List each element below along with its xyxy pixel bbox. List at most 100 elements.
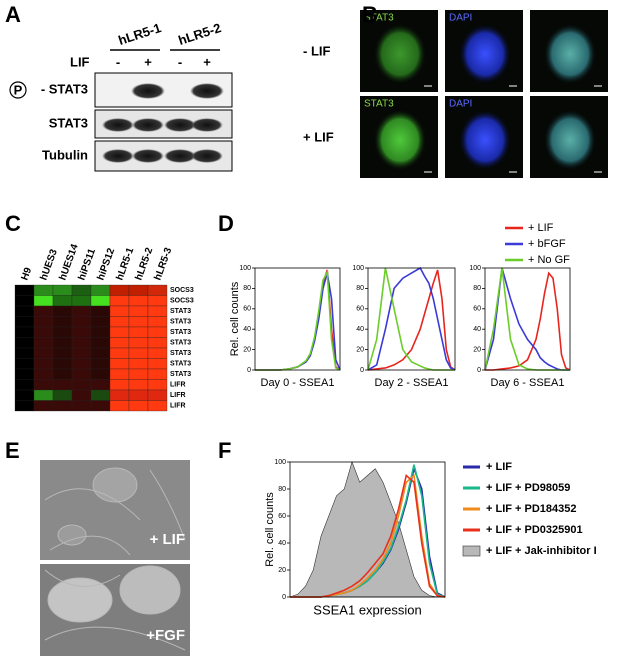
legend-label: + LIF + PD98059 xyxy=(486,482,570,494)
heatmap-cell xyxy=(109,368,130,380)
blot-band xyxy=(164,149,196,163)
heatmap-cell xyxy=(71,368,92,380)
line xyxy=(485,271,571,371)
y-tick-label: 0 xyxy=(477,367,481,374)
blot-band xyxy=(191,118,223,132)
heatmap-cell xyxy=(52,389,73,401)
line xyxy=(484,267,570,371)
heatmap-cell xyxy=(128,295,149,307)
y-tick-label: 60 xyxy=(356,306,364,313)
heatmap-cell xyxy=(147,368,168,380)
area xyxy=(289,461,445,598)
y-tick-label: 60 xyxy=(243,306,251,313)
heatmap-cell xyxy=(33,358,54,370)
heatmap-cell xyxy=(33,368,54,380)
heatmap-cell xyxy=(52,379,73,391)
blot-row-label: Tubulin xyxy=(42,147,88,162)
y-axis-label: Rel. cell counts xyxy=(229,281,241,356)
colony xyxy=(544,24,596,84)
lane-label: - xyxy=(116,54,120,69)
heatmap-cell xyxy=(109,305,130,317)
heatmap-cell xyxy=(147,347,168,359)
heatmap-cell xyxy=(14,284,35,296)
lane-label: + xyxy=(203,54,211,69)
heatmap-cell xyxy=(52,305,73,317)
y-tick-label: 20 xyxy=(278,567,286,574)
x-axis-label: Day 0 - SSEA1 xyxy=(261,377,335,389)
line xyxy=(367,267,455,371)
heatmap-cell xyxy=(33,305,54,317)
phase-texture xyxy=(44,467,186,651)
heatmap-row-label: STAT3 xyxy=(170,319,191,326)
heatmap-cell xyxy=(14,400,35,412)
heatmap-cell xyxy=(52,284,73,296)
heatmap-cell xyxy=(90,316,111,328)
heatmap-cell xyxy=(52,326,73,338)
heatmap-cell xyxy=(147,305,168,317)
heatmap-cell xyxy=(90,326,111,338)
blot-band xyxy=(102,118,134,132)
line xyxy=(367,269,456,371)
heatmap-cell xyxy=(109,316,130,328)
heatmap-cell xyxy=(128,379,149,391)
heatmap-cell xyxy=(33,389,54,401)
blot-band xyxy=(102,149,134,163)
panel-label: A xyxy=(5,2,21,27)
plot-frame xyxy=(254,267,341,371)
heatmap-cell xyxy=(109,347,130,359)
y-tick-label: 0 xyxy=(360,367,364,374)
heatmap-cell xyxy=(147,284,168,296)
heatmap-cell xyxy=(128,337,149,349)
panel-label: B xyxy=(362,2,378,27)
panel-label: E xyxy=(5,438,20,463)
heatmap-cell xyxy=(71,379,92,391)
y-tick-label: 100 xyxy=(469,265,481,272)
heatmap-cell xyxy=(71,316,92,328)
heatmap-cell xyxy=(52,368,73,380)
heatmap-cell xyxy=(14,358,35,370)
heatmap-cell xyxy=(14,389,35,401)
heatmap-cell xyxy=(71,284,92,296)
y-tick-label: 40 xyxy=(278,540,286,547)
blot-band xyxy=(132,149,164,163)
heatmap-cell xyxy=(128,305,149,317)
y-tick-label: 40 xyxy=(243,326,251,333)
heatmap-cell xyxy=(147,389,168,401)
legend-label: + No GF xyxy=(528,254,570,266)
y-tick-label: 20 xyxy=(356,346,364,353)
heatmap-cell xyxy=(109,379,130,391)
colony xyxy=(374,110,426,170)
x-axis-label: Day 2 - SSEA1 xyxy=(375,377,449,389)
microscopy-grid: STAT3 DAPI STAT3 DAPI xyxy=(360,10,608,178)
y-axis-label: Rel. cell counts xyxy=(264,492,276,567)
heatmap-cell xyxy=(52,347,73,359)
heatmap-cell xyxy=(90,347,111,359)
heatmap-cell xyxy=(33,347,54,359)
heatmap-cell xyxy=(52,337,73,349)
heatmap-cell xyxy=(147,295,168,307)
heatmap-cell xyxy=(52,358,73,370)
colony xyxy=(544,110,596,170)
heatmap-cell xyxy=(90,389,111,401)
heatmap-cell xyxy=(33,316,54,328)
line xyxy=(367,266,456,371)
legend-label: + LIF + PD0325901 xyxy=(486,524,583,536)
plot-frame xyxy=(367,267,456,371)
heatmap-cell xyxy=(109,389,130,401)
line xyxy=(255,272,341,371)
channel-label: DAPI xyxy=(449,13,472,24)
heatmap-cell xyxy=(90,379,111,391)
heatmap-cell xyxy=(128,368,149,380)
heatmap-cell xyxy=(147,337,168,349)
x-axis-label: Day 6 - SSEA1 xyxy=(491,377,565,389)
y-tick-label: 80 xyxy=(473,285,481,292)
heatmap-cell xyxy=(128,316,149,328)
blot-row-label: - STAT3 xyxy=(41,81,88,96)
heatmap-cell xyxy=(14,337,35,349)
heatmap-row-label: STAT3 xyxy=(170,308,191,315)
heatmap-row-label: LIFR xyxy=(170,382,186,389)
heatmap-cell xyxy=(14,347,35,359)
heatmap-column-label: H9 xyxy=(19,266,34,282)
colony xyxy=(459,24,511,84)
